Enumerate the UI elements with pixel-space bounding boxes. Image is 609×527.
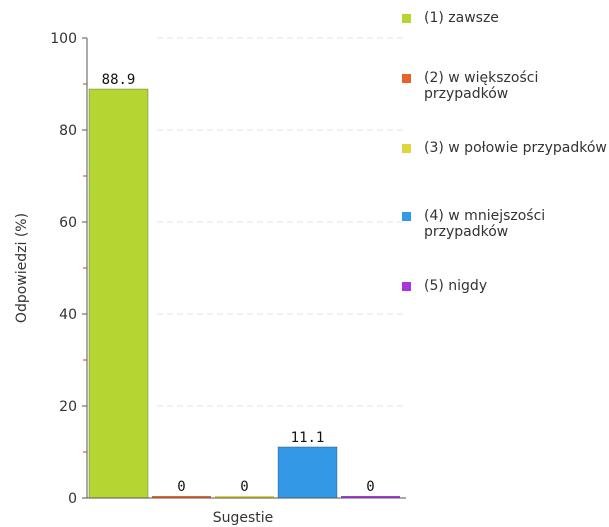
legend-swatch (402, 144, 411, 153)
y-tick-label: 0 (68, 491, 77, 507)
y-tick-label: 100 (50, 31, 77, 47)
minor-tick-marks (83, 83, 87, 453)
legend-swatch (402, 212, 411, 221)
legend-item: (2) w większości przypadków (402, 70, 609, 102)
legend-label: (4) w mniejszości przypadków (424, 208, 546, 240)
bar-value-label: 0 (177, 479, 185, 495)
gridlines (157, 37, 406, 407)
value-labels: 88.9 0 0 11.1 0 (102, 72, 375, 495)
legend-label: (3) w połowie przypadków (424, 140, 607, 156)
legend-item: (4) w mniejszości przypadków (402, 208, 609, 240)
legend-item: (5) nigdy (402, 278, 609, 294)
legend-item: (1) zawsze (402, 10, 609, 26)
legend-swatch (402, 282, 411, 291)
x-axis-label: Sugestie (213, 510, 274, 526)
y-tick-labels: 0 20 40 60 80 100 (50, 31, 87, 507)
legend-label: (1) zawsze (424, 10, 499, 26)
bar-value-label: 88.9 (102, 72, 136, 88)
y-tick-label: 20 (59, 399, 77, 415)
bar (88, 88, 149, 499)
bar-value-label: 11.1 (291, 430, 325, 446)
legend-swatch (402, 14, 411, 23)
y-tick-label: 60 (59, 215, 77, 231)
legend-label: (2) w większości przypadków (424, 70, 539, 102)
bar (152, 496, 211, 498)
legend-swatch (402, 74, 411, 83)
bar (341, 496, 400, 498)
y-tick-label: 80 (59, 123, 77, 139)
y-tick-label: 40 (59, 307, 77, 323)
bar-value-label: 0 (240, 479, 248, 495)
bars (88, 88, 400, 499)
y-axis-label: Odpowiedzi (%) (14, 213, 30, 323)
legend-label: (5) nigdy (424, 278, 488, 294)
legend-item: (3) w połowie przypadków (402, 140, 609, 156)
bar-value-label: 0 (366, 479, 374, 495)
bar (215, 496, 274, 498)
bar (277, 446, 338, 499)
